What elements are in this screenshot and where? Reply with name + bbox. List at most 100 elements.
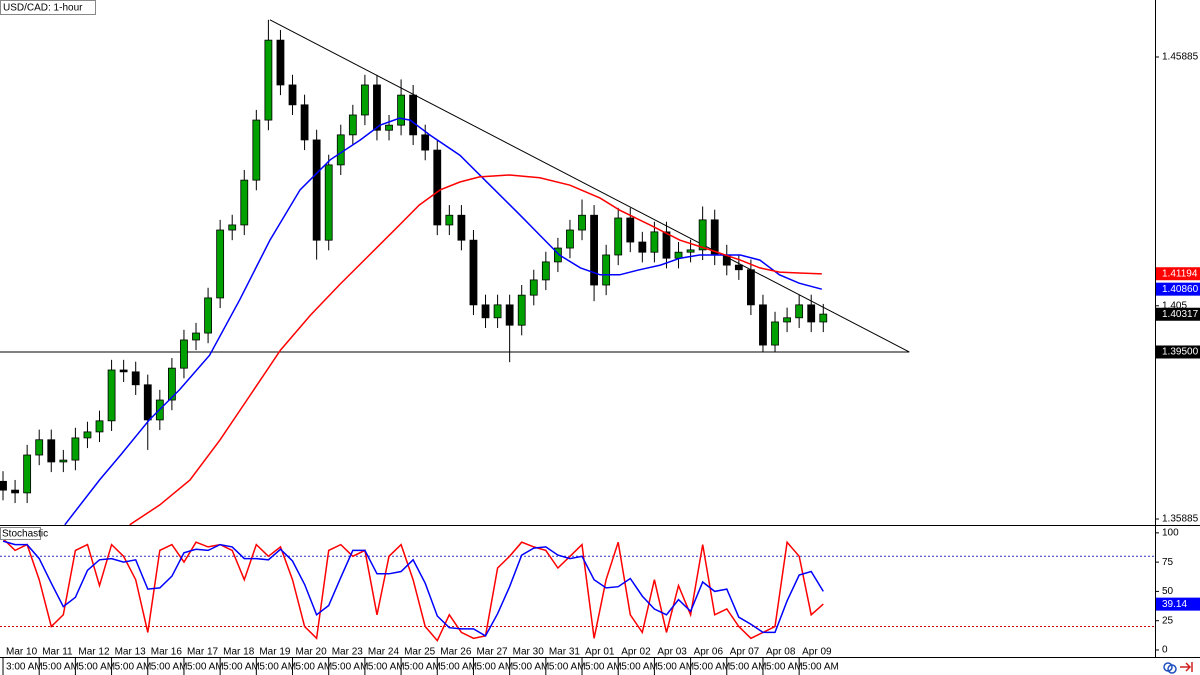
candle-body [626, 217, 635, 243]
candle-body [698, 219, 707, 251]
corner-icons[interactable] [1163, 662, 1193, 674]
x-tick-label: Mar 10 [6, 647, 38, 658]
stochastic-panel [0, 538, 1155, 642]
candle-body [119, 369, 128, 373]
candle-body [107, 369, 116, 422]
candle-body [167, 367, 176, 401]
candle-body [385, 124, 393, 131]
candle-body [602, 254, 611, 286]
candle-body [71, 437, 80, 461]
candle-body [180, 339, 188, 369]
candle-body [819, 313, 828, 323]
candle-body [192, 332, 200, 341]
candle-body [771, 321, 779, 346]
x-tick-label: Apr 02 [621, 647, 651, 658]
x-tick-label: Mar 31 [549, 647, 581, 658]
candle-body [240, 179, 249, 226]
y-tick-label: 100 [1162, 527, 1179, 538]
x-tick-sublabel: 5:00 AM [513, 662, 550, 673]
candle-body [457, 214, 466, 241]
x-tick-sublabel: 5:00 AM [404, 662, 441, 673]
x-tick-sublabel: 5:00 AM [585, 662, 622, 673]
indicator-line [64, 117, 822, 525]
indicator-line [2, 540, 824, 637]
candle-body [397, 94, 405, 126]
candle-body [505, 304, 514, 326]
x-tick-sublabel: 5:00 AM [440, 662, 477, 673]
candle-body [0, 480, 7, 491]
sync-icon-ring[interactable] [1167, 664, 1177, 674]
candle-body [59, 459, 68, 463]
x-tick-sublabel: 5:00 AM [296, 662, 333, 673]
candle-body [47, 439, 56, 463]
price-panel [0, 19, 910, 525]
x-tick-label: Apr 06 [694, 647, 724, 658]
x-tick-label: Mar 11 [42, 647, 73, 658]
candle-body [578, 214, 586, 231]
candle-body [216, 229, 225, 299]
candle-body [83, 431, 92, 439]
x-tick-label: Mar 18 [223, 647, 255, 658]
price-label: 39.14 [1162, 599, 1187, 610]
shift-icon[interactable] [1180, 662, 1193, 672]
candle-body [336, 134, 345, 166]
candle-body [300, 104, 309, 141]
x-tick-sublabel: 5:00 AM [259, 662, 296, 673]
candle-body [95, 420, 104, 433]
x-tick-label: Mar 24 [368, 647, 400, 658]
candle-body [421, 134, 430, 151]
candle-body [566, 229, 574, 249]
x-tick-label: Apr 09 [802, 647, 832, 658]
candle-body [469, 239, 478, 306]
x-tick-label: Mar 17 [187, 647, 219, 658]
price-label-box [1156, 267, 1200, 281]
candle-body [590, 214, 598, 286]
candle-body [433, 149, 442, 226]
x-tick-label: Mar 20 [296, 647, 328, 658]
x-tick-sublabel: 5:00 AM [115, 662, 152, 673]
candle-body [650, 231, 659, 253]
chart-title: USD/CAD: 1-hour [3, 3, 83, 14]
axes: 1.35885 1.405 1.45885 1.41194 1.40860 1.40317… [2, 52, 1200, 675]
candle-body [23, 454, 32, 494]
x-tick-sublabel: 5:00 AM [802, 662, 839, 673]
candle-body [517, 294, 526, 326]
indicator-line [2, 538, 824, 642]
price-label: 1.39500 [1162, 347, 1199, 358]
price-label: 1.41194 [1162, 268, 1198, 279]
candle-body [686, 249, 695, 253]
price-label: 1.40317 [1162, 309, 1199, 320]
candle-body [276, 39, 285, 86]
candle-body [481, 304, 490, 319]
candle-body [204, 297, 212, 334]
x-tick-label: Mar 27 [476, 647, 508, 658]
candle-body [541, 261, 550, 281]
candle-body [493, 304, 502, 319]
candle-body [143, 384, 152, 421]
candle-body [759, 304, 767, 346]
price-label-box [1156, 282, 1200, 296]
x-tick-label: Apr 01 [585, 647, 615, 658]
candle-body [553, 247, 562, 263]
price-label: 1.40860 [1162, 284, 1199, 295]
candle-body [409, 94, 418, 136]
x-tick-sublabel: 5:00 AM [766, 662, 803, 673]
candle-body [783, 317, 791, 323]
indicator-line [129, 174, 822, 525]
x-tick-label: Mar 16 [151, 647, 183, 658]
y-tick-label: 0 [1162, 645, 1168, 656]
x-tick-sublabel: 5:00 AM [223, 662, 260, 673]
indicator-title: Stochastic [2, 529, 48, 540]
candle-body [288, 84, 297, 106]
x-tick-sublabel: 3:00 AM [6, 662, 43, 673]
x-tick-label: Mar 23 [332, 647, 364, 658]
candle-body [228, 224, 237, 231]
candle-body [747, 269, 755, 306]
candle-body [264, 39, 273, 121]
x-tick-label: Mar 19 [259, 647, 291, 658]
candle-body [807, 304, 816, 323]
candle-body [662, 231, 671, 259]
x-tick-label: Mar 26 [440, 647, 472, 658]
x-tick-sublabel: 5:00 AM [476, 662, 513, 673]
